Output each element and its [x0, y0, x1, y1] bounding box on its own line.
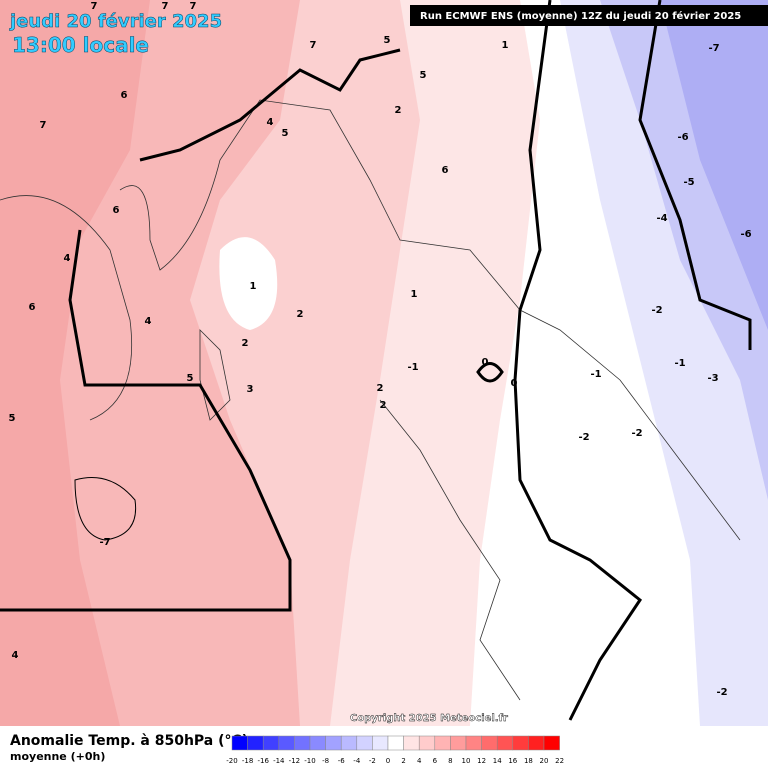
- scale-label: -8: [322, 757, 329, 765]
- scale-label: -4: [353, 757, 361, 765]
- scale-label: -16: [257, 757, 269, 765]
- scale-swatch: [465, 735, 482, 751]
- scale-swatch: [481, 735, 498, 751]
- scale-label: 2: [401, 757, 405, 765]
- contour-label: 5: [384, 35, 391, 46]
- contour-label: 1: [502, 40, 509, 51]
- scale-swatch: [512, 735, 529, 751]
- copyright: Copyright 2025 Meteociel.fr: [350, 713, 508, 724]
- contour-label: 2: [297, 309, 304, 320]
- scale-label: -20: [226, 757, 237, 765]
- contour-label: -4: [656, 213, 667, 224]
- contour-label: 7: [190, 1, 197, 12]
- contour-label: 7: [40, 120, 47, 131]
- contour-label: 0: [511, 378, 518, 389]
- contour-label: -7: [708, 43, 719, 54]
- contour-label: 5: [187, 373, 194, 384]
- contour-label: 6: [442, 165, 449, 176]
- scale-label: 12: [477, 757, 486, 765]
- scale-label: 18: [524, 757, 533, 765]
- local-time: 13:00 locale: [12, 33, 149, 57]
- contour-label: 5: [282, 128, 289, 139]
- run-box: [410, 5, 768, 26]
- contour-label: 4: [267, 117, 274, 128]
- scale-label: 6: [433, 757, 438, 765]
- contour-label: 4: [145, 316, 152, 327]
- contour-label: 1: [411, 289, 418, 300]
- scale-swatch: [325, 735, 342, 751]
- contour-label: 3: [247, 384, 254, 395]
- contour-label: 5: [420, 70, 427, 81]
- scale-swatch: [387, 735, 404, 751]
- contour-label: 2: [380, 400, 387, 411]
- contour-label: 6: [29, 302, 36, 313]
- contour-label: -2: [716, 687, 727, 698]
- scale-label: 16: [508, 757, 517, 765]
- scale-swatch: [247, 735, 264, 751]
- contour-label: 7: [91, 1, 98, 12]
- contour-label: -5: [683, 177, 694, 188]
- scale-swatch: [262, 735, 280, 751]
- contour-label: 6: [121, 90, 128, 101]
- contour-label: 7: [162, 1, 169, 12]
- contour-label: -1: [407, 362, 418, 373]
- scale-label: -12: [289, 757, 300, 765]
- scale-label: 14: [493, 757, 502, 765]
- scale-label: -10: [304, 757, 315, 765]
- scale-swatch: [309, 735, 326, 751]
- scale-swatch: [278, 735, 295, 751]
- contour-label: -2: [651, 305, 662, 316]
- run-info: Run ECMWF ENS (moyenne) 12Z du jeudi 20 …: [420, 10, 741, 22]
- contour-label: 2: [395, 105, 402, 116]
- scale-label: 10: [462, 757, 471, 765]
- contour-label: -2: [631, 428, 642, 439]
- date: jeudi 20 février 2025: [9, 11, 222, 32]
- anomaly-fills: [0, 0, 768, 726]
- scale-swatch: [418, 735, 436, 751]
- scale-label: 20: [540, 757, 549, 765]
- legend-subtitle: moyenne (+0h): [10, 750, 105, 763]
- scale-label: -2: [369, 757, 376, 765]
- contour-label: 2: [242, 338, 249, 349]
- zero-isolines: [0, 0, 752, 721]
- scale-swatch: [231, 735, 248, 751]
- scale-swatch: [372, 735, 389, 751]
- contour-label: -2: [578, 432, 589, 443]
- scale-label: -18: [242, 757, 253, 765]
- scale-label: 22: [555, 757, 564, 765]
- coastlines: [0, 99, 741, 701]
- scale-swatch: [403, 735, 420, 751]
- contour-label: -1: [674, 358, 685, 369]
- contour-label: 5: [9, 413, 16, 424]
- scale-label: 8: [448, 757, 452, 765]
- contour-label: -6: [740, 229, 751, 240]
- scale-swatch: [450, 735, 467, 751]
- color-scale: -20 -18 -16 -14 -12 -10 -8 -6 -4 -2 0 2 4 6 8 10 12 14 16 1…: [226, 735, 564, 765]
- contour-label: 0: [482, 357, 489, 368]
- contour-label: -3: [707, 373, 718, 384]
- contour-label: 4: [64, 253, 71, 264]
- contour-label: 2: [377, 383, 384, 394]
- scale-swatch: [543, 735, 560, 751]
- contour-label: -1: [590, 369, 601, 380]
- scale-label: 4: [417, 757, 422, 765]
- scale-swatch: [356, 735, 373, 751]
- scale-label: 0: [386, 757, 390, 765]
- scale-label: -6: [338, 757, 346, 765]
- scale-swatch: [496, 735, 514, 751]
- scale-swatch: [434, 735, 451, 751]
- legend-title: Anomalie Temp. à 850hPa (°C): [10, 733, 248, 749]
- contour-label: -7: [99, 537, 110, 548]
- contour-label: 1: [250, 281, 257, 292]
- scale-swatch: [294, 735, 311, 751]
- contour-label: 7: [310, 40, 317, 51]
- scale-swatch: [528, 735, 545, 751]
- contour-label: 6: [113, 205, 120, 216]
- scale-swatch: [340, 735, 358, 751]
- contour-label: -6: [677, 132, 688, 143]
- scale-label: -14: [273, 757, 285, 765]
- contour-label: 4: [12, 650, 19, 661]
